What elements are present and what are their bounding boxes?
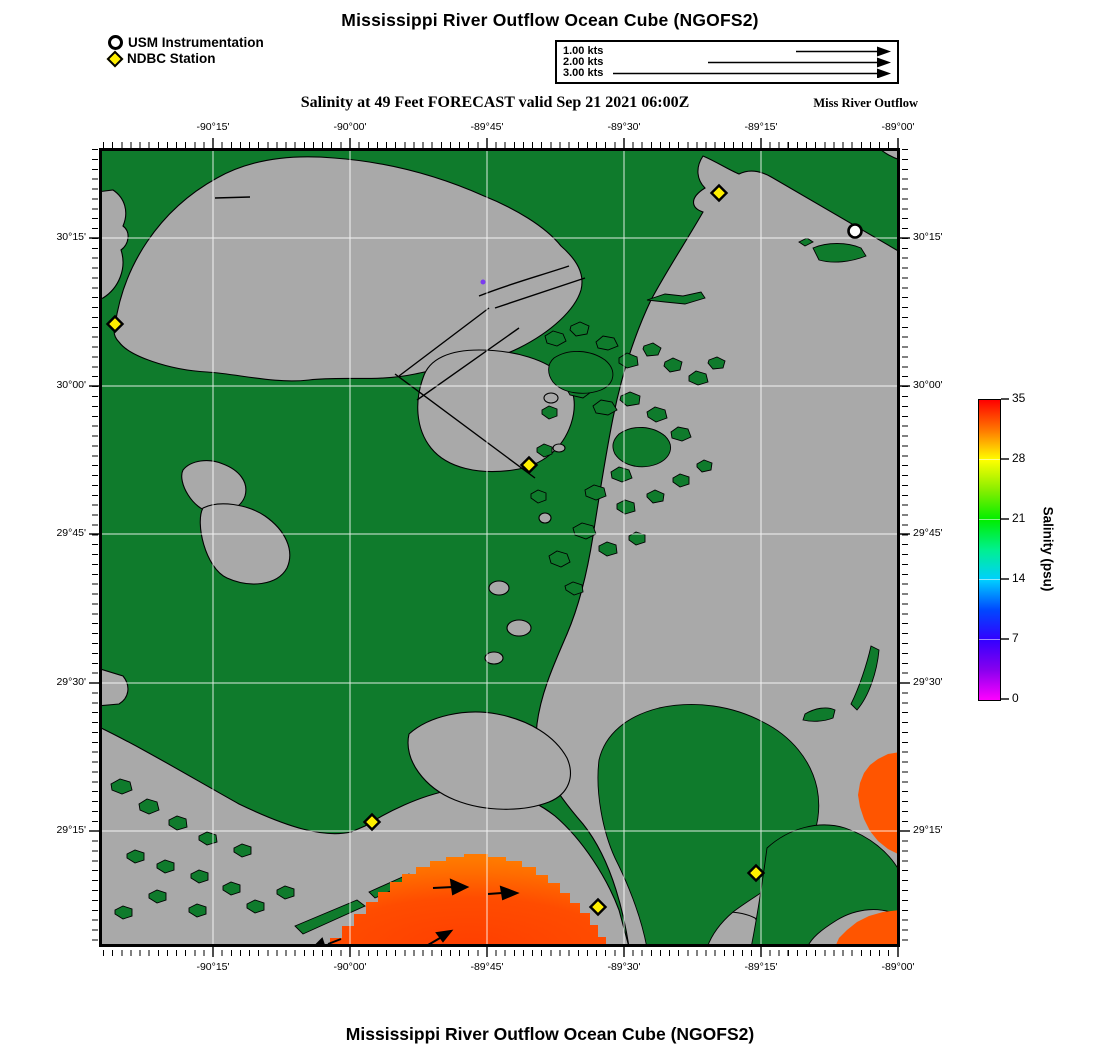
lon-tick-bottom-3: -89°30': [607, 961, 641, 973]
map-legend: USM Instrumentation NDBC Station: [106, 35, 264, 67]
lon-tick-bottom-1: -90°00': [333, 961, 367, 973]
velocity-scale-label-1: 1.00 kts: [563, 45, 604, 57]
colorbar-gridline: [979, 639, 1000, 640]
lon-tick-top-3: -89°30': [607, 121, 641, 133]
ndbc-station-marker[interactable]: [746, 863, 766, 883]
lon-tick-bottom-0: -90°15': [196, 961, 230, 973]
legend-label-usm: USM Instrumentation: [128, 35, 264, 50]
lat-tick-left-1: 30°00': [56, 379, 86, 391]
minor-ticks-left: [92, 148, 98, 947]
legend-row-ndbc: NDBC Station: [106, 50, 264, 67]
lon-tick-top-5: -89°00': [881, 121, 915, 133]
lat-tick-right-0: 30°15': [913, 231, 943, 243]
lat-tick-right-1: 30°00': [913, 379, 943, 391]
colorbar-gridline: [979, 519, 1000, 520]
usm-instrumentation-marker[interactable]: [847, 223, 863, 239]
ndbc-station-marker[interactable]: [105, 314, 125, 334]
colorbar-label: Salinity (psu): [1040, 506, 1056, 592]
colorbar-tick-28: 28: [1012, 451, 1026, 465]
page-title: Mississippi River Outflow Ocean Cube (NG…: [341, 10, 759, 30]
colorbar-tick-35: 35: [1012, 391, 1026, 405]
lon-tick-bottom-4: -89°15': [744, 961, 778, 973]
legend-row-usm: USM Instrumentation: [108, 35, 264, 50]
lon-tick-top-1: -90°00': [333, 121, 367, 133]
lake-borgne: [417, 349, 575, 473]
diamond-marker-icon: [106, 50, 124, 67]
minor-ticks-bottom: [99, 950, 900, 956]
channel-lines: [214, 196, 586, 479]
colorbar-tick-21: 21: [1012, 511, 1026, 525]
lon-tick-top-4: -89°15': [744, 121, 778, 133]
region-annotation: Miss River Outflow: [813, 96, 918, 110]
lon-tick-bottom-5: -89°00': [881, 961, 915, 973]
velocity-scale-label-3: 3.00 kts: [563, 67, 604, 79]
colorbar-gridline: [979, 459, 1000, 460]
forecast-map: [99, 148, 900, 947]
ndbc-station-marker[interactable]: [588, 897, 608, 917]
lat-tick-left-0: 30°15': [56, 231, 86, 243]
velocity-scale-arrows: [613, 46, 891, 78]
footer-title: Mississippi River Outflow Ocean Cube (NG…: [345, 1024, 755, 1044]
ndbc-station-marker[interactable]: [519, 455, 539, 475]
lat-tick-left-2: 29°45': [56, 527, 86, 539]
circle-marker-icon: [108, 35, 123, 50]
colorbar-tick-0: 0: [1012, 691, 1019, 705]
corner-plume: [835, 910, 900, 947]
lon-tick-top-0: -90°15': [196, 121, 230, 133]
lat-tick-left-3: 29°30': [56, 676, 86, 688]
east-edge-plume: [858, 752, 900, 855]
marsh-islands-layer: [110, 237, 900, 947]
lon-tick-top-2: -89°45': [470, 121, 504, 133]
velocity-scale-box: 1.00 kts 2.00 kts 3.00 kts: [555, 40, 899, 84]
ndbc-station-marker[interactable]: [362, 812, 382, 832]
station-markers: [105, 183, 863, 917]
lat-tick-left-4: 29°15': [56, 824, 86, 836]
low-salinity-point: [480, 279, 486, 285]
colorbar-tick-14: 14: [1012, 571, 1026, 585]
salinity-plume-layer: [330, 752, 900, 947]
colorbar-gridline: [979, 579, 1000, 580]
lake-maurepas: [99, 189, 129, 300]
legend-label-ndbc: NDBC Station: [127, 51, 216, 66]
graticule: [99, 148, 900, 947]
lat-tick-right-2: 29°45': [913, 527, 943, 539]
minor-ticks-right: [902, 148, 908, 947]
map-border: [99, 148, 900, 947]
lat-tick-right-4: 29°15': [913, 824, 943, 836]
forecast-subtitle: Salinity at 49 Feet FORECAST valid Sep 2…: [300, 94, 690, 111]
salinity-colorbar: [978, 399, 1001, 701]
lon-tick-bottom-2: -89°45': [470, 961, 504, 973]
velocity-scale-label-2: 2.00 kts: [563, 56, 604, 68]
minor-ticks-top: [99, 142, 900, 148]
colorbar-tick-7: 7: [1012, 631, 1019, 645]
offshore-plume: [330, 854, 606, 947]
ndbc-station-marker[interactable]: [709, 183, 729, 203]
lat-tick-right-3: 29°30': [913, 676, 943, 688]
lake-pontchartrain: [113, 156, 583, 382]
